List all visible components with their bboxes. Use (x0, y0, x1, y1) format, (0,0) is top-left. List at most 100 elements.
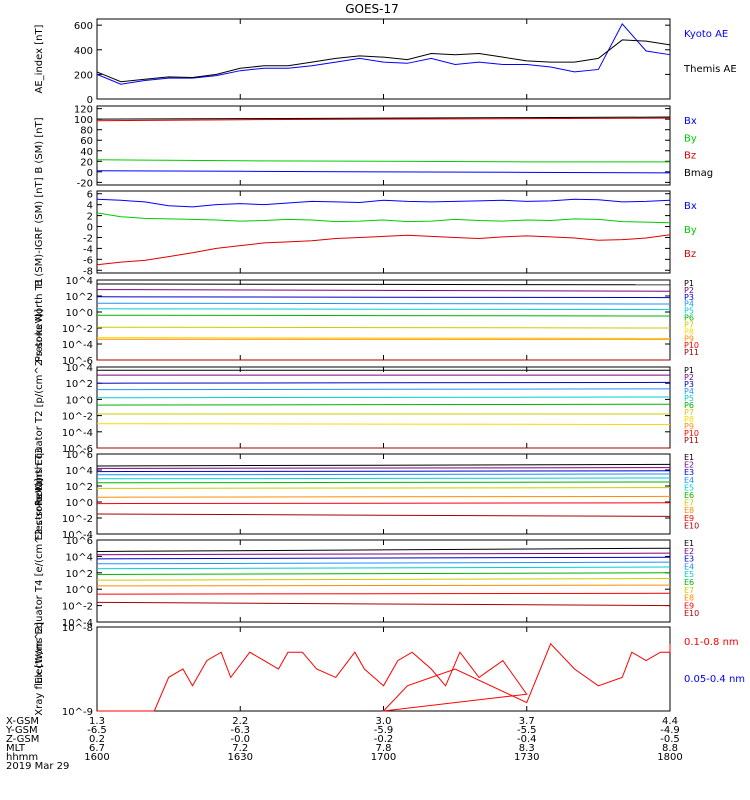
footer-value: 4.4 (662, 716, 678, 727)
series-line-e8 (96, 584, 671, 587)
series-line-e5 (96, 566, 671, 570)
series-line-e7 (96, 578, 671, 581)
series-line-e9 (96, 502, 671, 505)
ylabel: Electrons Equator T4 [e/(cm^2-s-sr-keV)] (34, 478, 45, 684)
panel-7: 10^6 10^4 10^2 10^0 10^-2 10^-4 Electrons Equa… (34, 478, 699, 684)
ytick-label: 10^2 (66, 569, 93, 580)
series-line-e4 (96, 473, 671, 476)
footer-value: -5.5 (517, 725, 537, 736)
footer-value: -0.4 (517, 734, 537, 745)
legend-p6: P6 (684, 314, 694, 323)
ytick-label: 10^-2 (62, 324, 93, 335)
ytick-label: 6 (87, 190, 93, 201)
series-line-p5 (96, 396, 671, 399)
legend-e2: E2 (684, 547, 694, 556)
ytick-label: 10^-8 (62, 623, 93, 634)
footer-value: 8.3 (519, 743, 535, 754)
legend-0-05-0-4-nm: 0.05-0.4 nm (684, 674, 745, 685)
panel-8: 10^-8 10^-9 Xray flux [W/m^2] 0.1-0.8 nm 0.0… (34, 622, 745, 718)
legend-p8: P8 (684, 327, 694, 336)
panel-frame (96, 279, 671, 361)
ytick-label: 4 (87, 201, 93, 212)
legend-e10: E10 (684, 521, 699, 530)
ytick-label: 600 (74, 21, 93, 32)
series-line-p8 (96, 423, 671, 426)
legend-e7: E7 (684, 586, 694, 595)
legend-bx: Bx (684, 201, 697, 212)
footer-value: -6.5 (87, 725, 107, 736)
legend-p7: P7 (684, 408, 694, 417)
plot-title: GOES-17 (345, 2, 399, 16)
footer-value: 7.8 (376, 743, 392, 754)
ytick-label: 10^-9 (62, 707, 93, 718)
footer-value: 6.7 (89, 743, 105, 754)
ytick-label: 40 (80, 147, 93, 158)
legend-e7: E7 (684, 499, 694, 508)
series-line-e4 (96, 561, 671, 565)
ylabel: Electrons North T3 (34, 447, 45, 540)
ytick-label: -20 (77, 178, 93, 189)
footer-value: 2.2 (232, 716, 248, 727)
legend-0-1-0-8-nm: 0.1-0.8 nm (684, 637, 739, 648)
series-line-p2 (96, 289, 671, 292)
legend-bz: Bz (684, 151, 696, 162)
ytick-label: 2 (87, 212, 93, 223)
series-line-e1 (96, 547, 671, 552)
series-line-e2 (96, 552, 671, 556)
legend-e4: E4 (684, 476, 694, 485)
legend-p11: P11 (684, 348, 699, 357)
ytick-label: 20 (80, 157, 93, 168)
ytick-label: 10^2 (66, 482, 93, 493)
legend-p11: P11 (684, 436, 699, 445)
legend-p4: P4 (684, 300, 694, 309)
series-line-e8 (96, 495, 671, 498)
ytick-label: 10^4 (66, 466, 93, 477)
series-line-p7 (96, 326, 671, 329)
ytick-label: 10^-4 (62, 530, 93, 541)
series-line-p4 (96, 302, 671, 305)
footer-value: -0.5 (660, 734, 680, 745)
series-line-e9 (96, 592, 671, 595)
series-line-kyoto-ae (96, 23, 671, 85)
legend-e8: E8 (684, 594, 694, 603)
legend-p1: P1 (684, 279, 694, 288)
footer-label: Z-GSM (6, 734, 39, 745)
legend-p1: P1 (684, 366, 694, 375)
ytick-label: 400 (74, 46, 93, 57)
series-line-bz (96, 117, 671, 122)
footer-value: 0.2 (89, 734, 105, 745)
legend-e4: E4 (684, 562, 694, 571)
legend-e8: E8 (684, 506, 694, 515)
footer-value: -4.9 (660, 725, 680, 736)
panel-5: 10^4 10^2 10^0 10^-2 10^-4 10^-6 Protons Equat… (34, 309, 699, 506)
series-line-p1 (96, 283, 671, 286)
ytick-label: 10^-6 (62, 356, 93, 367)
ytick-label: 10^6 (66, 450, 93, 461)
ytick-label: -6 (83, 255, 93, 266)
series-line-e10 (96, 513, 671, 517)
footer-label: X-GSM (6, 716, 39, 727)
footer-value: 1600 (84, 752, 109, 763)
series-line-e3 (96, 470, 671, 473)
ytick-label: 0 (87, 168, 93, 179)
legend-by: By (684, 225, 697, 236)
legend-bx: Bx (684, 116, 697, 127)
footer-value: 3.7 (519, 716, 535, 727)
ytick-label: -8 (83, 266, 93, 277)
footer-value: 1730 (514, 752, 539, 763)
series-line-bmag (96, 116, 671, 120)
legend-e5: E5 (684, 483, 694, 492)
series-line-0-1-0-8-nm (97, 642, 671, 712)
panel-frame (96, 190, 671, 274)
ytick-label: 60 (80, 136, 93, 147)
legend-p8: P8 (684, 415, 694, 424)
legend-e5: E5 (684, 570, 694, 579)
legend-bmag: Bmag (684, 168, 713, 179)
legend-e3: E3 (684, 555, 694, 564)
footer-label: hhmm (6, 752, 38, 763)
legend-p2: P2 (684, 373, 694, 382)
panel-frame (96, 539, 671, 623)
footer-value: -0.2 (374, 734, 394, 745)
